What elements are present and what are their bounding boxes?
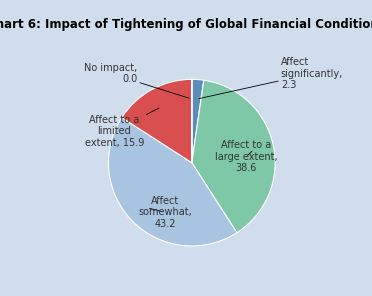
Text: Affect
significantly,
2.3: Affect significantly, 2.3 [199, 57, 343, 99]
Wedge shape [192, 79, 204, 163]
Text: Affect to a
large extent,
38.6: Affect to a large extent, 38.6 [215, 140, 278, 173]
Text: Chart 6: Impact of Tightening of Global Financial Conditions: Chart 6: Impact of Tightening of Global … [0, 18, 372, 31]
Wedge shape [122, 79, 192, 163]
Text: Affect
somewhat,
43.2: Affect somewhat, 43.2 [138, 196, 192, 229]
Text: Affect to a
limited
extent, 15.9: Affect to a limited extent, 15.9 [84, 108, 159, 148]
Text: No impact,
0.0: No impact, 0.0 [84, 63, 189, 98]
Wedge shape [109, 118, 237, 246]
Wedge shape [192, 80, 275, 233]
